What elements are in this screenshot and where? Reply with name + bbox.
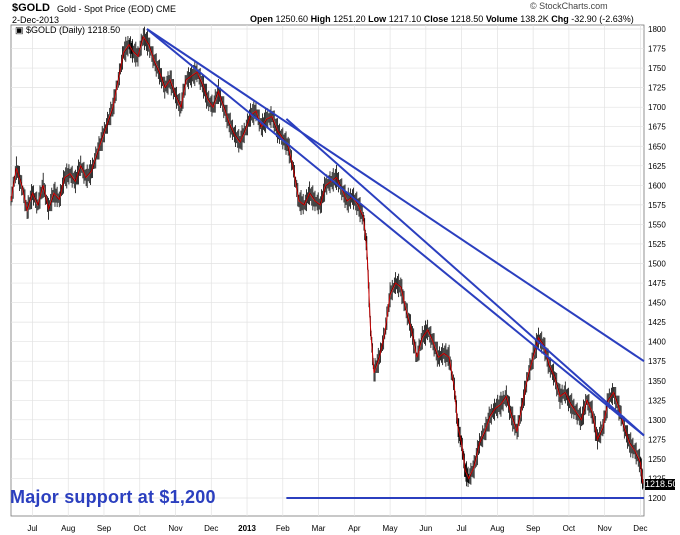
x-tick-label: Nov [168,524,182,533]
y-tick-label: 1625 [648,162,666,171]
exchange-text: CME [156,4,177,14]
close-label: Close [423,14,449,24]
open-value: 1250.60 [275,14,309,24]
y-tick-label: 1225 [648,474,666,483]
y-tick-label: 1725 [648,84,666,93]
low-label: Low [368,14,387,24]
high-label: High [310,14,331,24]
x-tick-label: Jun [419,524,432,533]
y-tick-label: 1325 [648,396,666,405]
x-tick-label: Sep [526,524,541,533]
y-tick-label: 1500 [648,260,666,269]
y-tick-label: 1750 [648,64,666,73]
legend-swatch-icon: ▣ [15,25,24,35]
y-tick-label: 1200 [648,494,666,503]
chg-label: Chg [551,14,569,24]
y-tick-label: 1300 [648,416,666,425]
y-tick-label: 1250 [648,455,666,464]
y-tick-label: 1775 [648,45,666,54]
y-tick-label: 1650 [648,142,666,151]
y-tick-label: 1675 [648,123,666,132]
y-tick-label: 1475 [648,279,666,288]
x-tick-label: Sep [97,524,112,533]
y-axis: 1200 1225 1250 1275 1300 1325 1350 1375 1400 1425… [648,25,666,503]
y-tick-label: 1525 [648,240,666,249]
description-text: Gold - Spot Price (EOD) [57,4,154,14]
x-tick-label: Aug [61,524,75,533]
chart-date: 2-Dec-2013 [12,15,60,25]
price-bars [10,26,644,490]
y-tick-label: 1700 [648,103,666,112]
y-tick-label: 1600 [648,181,666,190]
ticker-symbol: $GOLD [12,2,50,14]
y-tick-label: 1275 [648,435,666,444]
legend-text: $GOLD (Daily) 1218.50 [26,25,121,35]
high-value: 1251.20 [333,14,366,24]
x-tick-label: Nov [598,524,612,533]
close-value: 1218.50 [450,14,484,24]
chg-value: -32.90 (-2.63%) [571,14,634,24]
trendline [285,118,645,437]
x-tick-label: Dec [204,524,218,533]
plot-frame [10,24,645,517]
trendline [146,28,645,437]
series-legend: ▣ $GOLD (Daily) 1218.50 [15,25,120,36]
y-tick-label: 1575 [648,201,666,210]
open-label: Open [250,14,274,24]
last-price-tag: 1218.50 [645,479,678,490]
x-tick-label: May [383,524,398,533]
stockcharts-watermark[interactable]: © StockCharts.com [530,1,608,11]
y-tick-label: 1375 [648,357,666,366]
x-tick-label: Dec [633,524,647,533]
y-tick-label: 1425 [648,318,666,327]
support-annotation: Major support at $1,200 [10,487,216,507]
y-tick-label: 1800 [648,25,666,34]
gridlines [11,25,644,516]
x-tick-label: Apr [348,524,361,533]
trendlines [146,28,645,499]
x-tick-label: Oct [563,524,576,533]
trendline [146,28,645,363]
x-tick-label: Oct [134,524,147,533]
x-tick-label: Jul [456,524,466,533]
ohlc-readout: Open 1250.60 High 1251.20 Low 1217.10 Cl… [250,14,634,24]
y-tick-label: 1350 [648,377,666,386]
x-tick-label: Jul [27,524,37,533]
x-tick-label: Feb [276,524,290,533]
x-axis: Jul Aug Sep Oct Nov Dec 2013 Feb Mar Apr May Jun Jul… [27,524,647,533]
x-tick-label: 2013 [238,524,256,533]
low-value: 1217.10 [388,14,422,24]
volume-label: Volume [485,14,518,24]
y-tick-label: 1550 [648,220,666,229]
y-tick-label: 1400 [648,338,666,347]
x-tick-label: Aug [490,524,504,533]
x-tick-label: Mar [312,524,326,533]
y-tick-label: 1450 [648,299,666,308]
chart-description: Gold - Spot Price (EOD) CME [57,4,176,14]
volume-value: 138.2K [520,14,549,24]
